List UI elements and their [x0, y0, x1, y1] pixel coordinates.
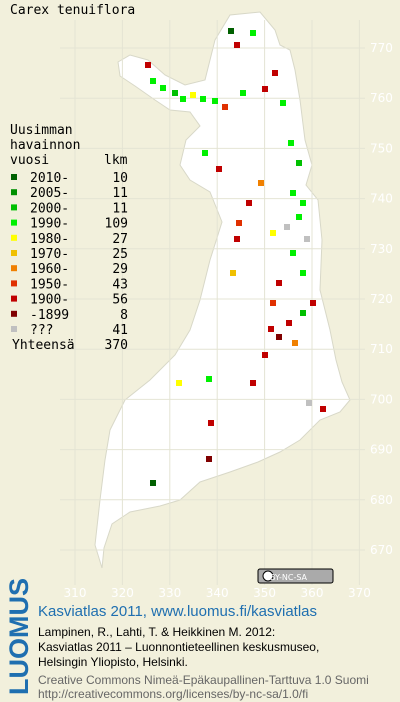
legend-count: 25: [112, 247, 128, 262]
citation: Helsingin Yliopisto, Helsinki.: [38, 655, 188, 669]
legend-count: 8: [120, 308, 128, 323]
legend-count: 11: [112, 186, 128, 201]
legend-swatch: [11, 310, 17, 317]
legend-label: 2000-: [30, 201, 69, 216]
legend-count: 11: [112, 201, 128, 216]
legend-swatch: [11, 174, 17, 180]
legend-heading: havainnon: [10, 138, 80, 153]
legend-total-label: Yhteensä: [12, 338, 75, 353]
title: Carex tenuiflora: [10, 3, 135, 18]
northing-label: 680: [370, 493, 393, 507]
legend-count: 41: [112, 323, 128, 338]
legend-count-heading: lkm: [104, 153, 128, 168]
legend-label: 1990-: [30, 217, 69, 232]
legend-label: ???: [30, 323, 53, 338]
easting-label: 350: [253, 586, 276, 600]
legend-swatch: [11, 265, 17, 272]
legend-swatch: [11, 204, 17, 211]
license-badge: BY-NC-SA: [257, 568, 334, 584]
legend-label: 1960-: [30, 262, 69, 277]
easting-label: 310: [64, 586, 87, 600]
legend-total: 370: [105, 338, 128, 353]
northing-label: 760: [370, 91, 393, 105]
easting-label: 340: [206, 586, 229, 600]
citation: Kasviatlas 2011 – Luonnontieteellinen ke…: [38, 640, 319, 654]
legend-swatch: [11, 219, 17, 226]
grid-labels: 770 760 750 740 730 720 710 700 690 680 670 310 320 3…: [64, 41, 393, 600]
northing-label: 740: [370, 192, 393, 206]
northing-label: 700: [370, 392, 393, 406]
legend-label: -1899: [30, 308, 69, 323]
legend-swatch: [11, 234, 17, 241]
easting-label: 370: [348, 586, 371, 600]
legend-count: 43: [112, 277, 128, 292]
license: http://creativecommons.org/licenses/by-n…: [38, 687, 308, 701]
northing-label: 730: [370, 242, 393, 256]
legend-label: 1980-: [30, 232, 69, 247]
legend-count: 10: [112, 171, 128, 186]
northing-label: 710: [370, 342, 393, 356]
observation-dots: [145, 28, 326, 486]
legend-count: 27: [112, 232, 128, 247]
northing-label: 690: [370, 443, 393, 457]
legend-swatch: [11, 295, 17, 302]
legend-swatch: [11, 189, 17, 196]
legend-count: 109: [105, 217, 128, 232]
legend-swatch: [11, 280, 17, 287]
map-outline: [94, 11, 351, 569]
license: Creative Commons Nimeä-Epäkaupallinen-Ta…: [38, 673, 369, 687]
easting-label: 320: [111, 586, 134, 600]
badge-text: BY-NC-SA: [270, 573, 308, 582]
legend-label: 1950-: [30, 277, 69, 292]
northing-label: 670: [370, 543, 393, 557]
logo: LUOMUS: [4, 578, 34, 695]
northing-label: 720: [370, 292, 393, 306]
legend-swatch: [11, 250, 17, 256]
northing-label: 770: [370, 41, 393, 55]
link: Kasviatlas 2011, www.luomus.fi/kasviatla…: [38, 603, 317, 620]
legend-heading: Uusimman: [10, 123, 73, 138]
easting-label: 330: [158, 586, 181, 600]
legend-label: 1900-: [30, 293, 69, 308]
legend-label: 2010-: [30, 171, 69, 186]
legend-label: 1970-: [30, 247, 69, 262]
legend-label: 2005-: [30, 186, 69, 201]
easting-label: 360: [301, 586, 324, 600]
citation: Lampinen, R., Lahti, T. & Heikkinen M. 2…: [38, 625, 275, 639]
legend-count: 29: [112, 262, 128, 277]
legend-count: 56: [112, 293, 128, 308]
northing-label: 750: [370, 141, 393, 155]
legend-swatch: [11, 326, 17, 332]
legend-heading: vuosi: [10, 153, 49, 168]
